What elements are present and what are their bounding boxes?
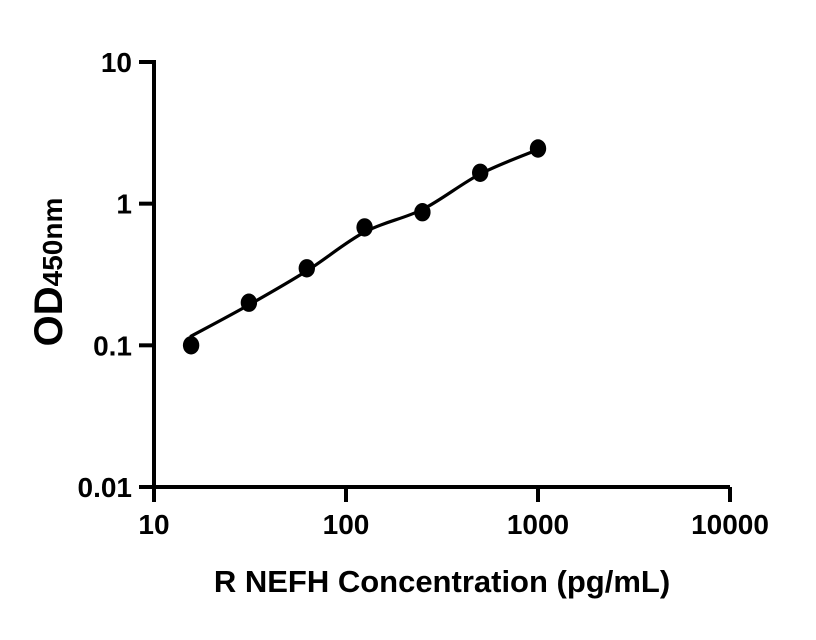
y-axis-title: OD450nm bbox=[27, 197, 71, 347]
x-tick-label: 100 bbox=[323, 509, 370, 540]
data-point-marker bbox=[414, 203, 431, 222]
data-point-marker bbox=[298, 259, 315, 278]
x-axis-title: R NEFH Concentration (pg/mL) bbox=[213, 564, 671, 599]
y-tick-label: 10 bbox=[101, 47, 132, 78]
data-point-marker bbox=[472, 163, 489, 182]
y-axis-title-main: OD bbox=[27, 286, 71, 347]
y-tick-label: 0.01 bbox=[78, 472, 133, 503]
data-point-marker bbox=[240, 293, 258, 312]
y-tick-label: 1 bbox=[116, 189, 132, 220]
y-axis-title-sub: 450nm bbox=[37, 197, 68, 287]
data-point-marker bbox=[529, 139, 547, 158]
data-point-marker bbox=[356, 218, 373, 237]
data-point-marker bbox=[182, 336, 200, 355]
x-tick-label: 10000 bbox=[691, 509, 769, 540]
x-tick-label: 1000 bbox=[507, 509, 569, 540]
y-tick-label: 0.1 bbox=[93, 330, 132, 361]
x-tick-label: 10 bbox=[138, 509, 169, 540]
